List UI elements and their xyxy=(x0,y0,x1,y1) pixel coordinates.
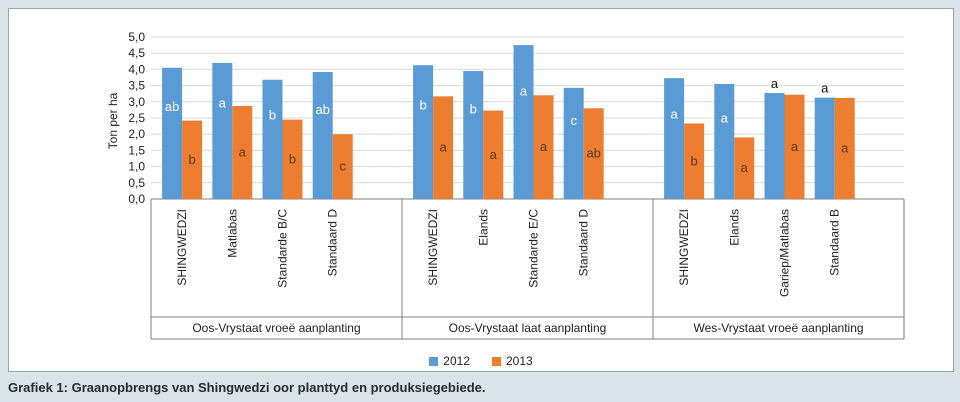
letter-2013: b xyxy=(690,153,697,168)
bar-2012 xyxy=(262,79,283,199)
category-label: Elands xyxy=(727,209,741,246)
legend-swatch-2013 xyxy=(492,356,501,366)
letter-2013: a xyxy=(791,139,799,154)
legend: 2012 2013 xyxy=(9,354,953,368)
category-label: Standaard B xyxy=(828,209,842,276)
letter-2013: a xyxy=(841,140,849,155)
chart-frame: Ton per ha 0,0 0,5 1,0 1,5 2,0 2,5 3,0 3,5 4,0 4,… xyxy=(8,8,954,372)
group-separators xyxy=(150,199,905,340)
letter-2013: c xyxy=(339,159,346,174)
bar-2013 xyxy=(583,108,604,199)
letter-2012: b xyxy=(419,97,426,112)
bar-2012 xyxy=(413,65,434,199)
category-label: SHINGWEDZI xyxy=(175,209,189,286)
bar-2013 xyxy=(232,106,253,199)
letter-2013: a xyxy=(741,160,749,175)
legend-swatch-2012 xyxy=(429,356,439,366)
group-labels: Oos-Vrystaat vroeë aanplanting Oos-Vrysta… xyxy=(192,321,863,335)
bar-2012 xyxy=(764,93,785,199)
bar-2013 xyxy=(483,110,504,199)
letter-2012: ab xyxy=(315,102,329,117)
bar-2012 xyxy=(312,71,333,199)
bar-chart: Ton per ha 0,0 0,5 1,0 1,5 2,0 2,5 3,0 3,5 4,0 4,… xyxy=(106,30,905,340)
y-tick-label: 3,5 xyxy=(128,79,145,93)
letter-2012: ab xyxy=(165,99,179,114)
letter-2012: a xyxy=(670,106,678,121)
bar-2012 xyxy=(463,71,484,199)
y-tick-label: 0,0 xyxy=(128,192,145,206)
category-label: SHINGWEDZI xyxy=(426,209,440,286)
bar-2012 xyxy=(563,87,584,199)
letter-2013: a xyxy=(540,139,548,154)
letter-2013: a xyxy=(439,140,447,155)
category-label: Matlabas xyxy=(225,209,239,258)
x-category-labels: SHINGWEDZI Matlabas Standarde B/C Standaard… xyxy=(175,209,842,297)
y-axis-label: Ton per ha xyxy=(106,92,120,149)
legend-item-2013: 2013 xyxy=(492,354,533,368)
letter-2012: b xyxy=(269,108,276,123)
category-label: Gariep/Matlabas xyxy=(778,209,792,297)
category-label: SHINGWEDZI xyxy=(677,209,691,286)
legend-item-2012: 2012 xyxy=(429,354,470,368)
bar-2013 xyxy=(784,94,805,199)
y-tick-label: 0,5 xyxy=(128,176,145,190)
letter-2012: a xyxy=(771,76,779,91)
y-tick-label: 4,0 xyxy=(128,62,145,76)
y-tick-label: 2,5 xyxy=(128,111,145,125)
y-tick-label: 3,0 xyxy=(128,95,145,109)
category-label: Standarde E/C xyxy=(527,209,541,288)
y-tick-label: 2,0 xyxy=(128,127,145,141)
bar-2012 xyxy=(814,97,835,199)
bar-2013 xyxy=(332,134,353,199)
y-tick-label: 1,0 xyxy=(128,160,145,174)
group-label: Wes-Vrystaat vroeë aanplanting xyxy=(693,321,863,335)
category-label: Elands xyxy=(476,209,490,246)
letter-2013: b xyxy=(289,151,296,166)
bar-2012 xyxy=(714,83,735,199)
letter-2013: a xyxy=(239,145,247,160)
bar-2012 xyxy=(212,62,233,199)
category-label: Standaard D xyxy=(577,209,591,277)
bar-2013 xyxy=(684,123,705,199)
letter-2012: a xyxy=(821,81,829,96)
letter-2012: a xyxy=(219,96,227,111)
y-tick-label: 4,5 xyxy=(128,46,145,60)
category-label: Standaard D xyxy=(326,209,340,277)
bar-2012 xyxy=(664,78,685,199)
letter-2013: b xyxy=(188,152,195,167)
bar-2013 xyxy=(533,95,554,199)
letter-2012: b xyxy=(470,101,477,116)
bar-2013 xyxy=(282,119,303,199)
bars xyxy=(162,45,855,199)
y-tick-labels: 0,0 0,5 1,0 1,5 2,0 2,5 3,0 3,5 4,0 4,5 5,0 xyxy=(128,30,145,206)
bar-2013 xyxy=(182,120,203,199)
letter-2013: ab xyxy=(586,146,600,161)
legend-label-2012: 2012 xyxy=(443,354,470,368)
bar-2012 xyxy=(162,67,183,199)
letter-2012: c xyxy=(570,113,577,128)
figure-caption: Grafiek 1: Graanopbrengs van Shingwedzi … xyxy=(8,380,486,395)
letter-2012: a xyxy=(520,83,528,98)
group-label: Oos-Vrystaat vroeë aanplanting xyxy=(192,321,360,335)
letter-2013: a xyxy=(490,147,498,162)
letter-2012: a xyxy=(721,110,729,125)
bar-2013 xyxy=(734,137,755,199)
bar-2013 xyxy=(834,97,855,199)
group-label: Oos-Vrystaat laat aanplanting xyxy=(449,321,607,335)
legend-label-2013: 2013 xyxy=(506,354,533,368)
bar-2012 xyxy=(513,45,534,199)
category-label: Standarde B/C xyxy=(276,209,290,288)
bar-2013 xyxy=(433,96,454,199)
y-tick-label: 5,0 xyxy=(128,30,145,44)
y-tick-label: 1,5 xyxy=(128,143,145,157)
